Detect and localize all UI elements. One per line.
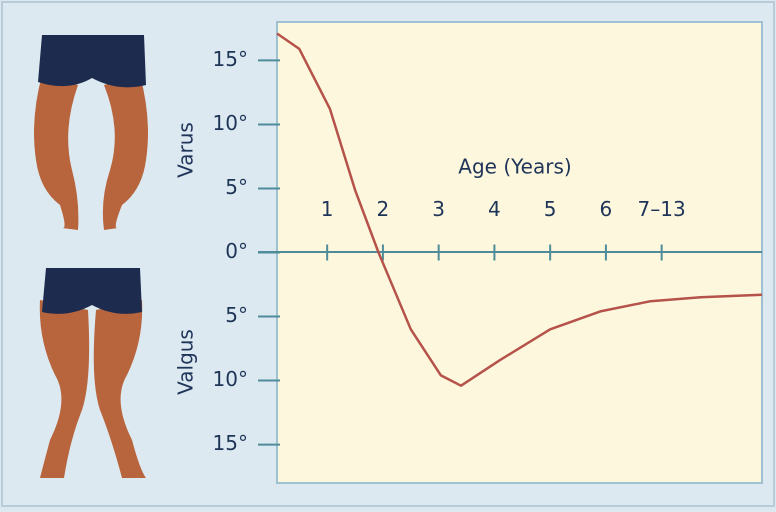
y-label-valgus: Valgus bbox=[174, 329, 198, 395]
y-tick-label: 10° bbox=[213, 111, 248, 135]
x-tick-label: 7–13 bbox=[638, 197, 686, 221]
x-tick-label: 2 bbox=[377, 197, 390, 221]
y-tick-label: 5° bbox=[225, 175, 248, 199]
varus-figure bbox=[34, 35, 148, 230]
y-tick-label: 5° bbox=[225, 303, 248, 327]
y-label-varus: Varus bbox=[174, 122, 198, 178]
x-tick-label: 4 bbox=[488, 197, 501, 221]
x-axis-label: Age (Years) bbox=[458, 155, 571, 179]
y-tick-label: 10° bbox=[213, 367, 248, 391]
y-tick-label: 15° bbox=[213, 431, 248, 455]
valgus-figure bbox=[39, 268, 146, 478]
x-tick-label: 6 bbox=[600, 197, 613, 221]
x-tick-label: 3 bbox=[432, 197, 445, 221]
x-tick-label: 1 bbox=[321, 197, 334, 221]
curve bbox=[276, 32, 763, 387]
y-tick-label: 0° bbox=[225, 239, 248, 263]
x-tick-label: 5 bbox=[544, 197, 557, 221]
y-tick-label: 15° bbox=[213, 47, 248, 71]
